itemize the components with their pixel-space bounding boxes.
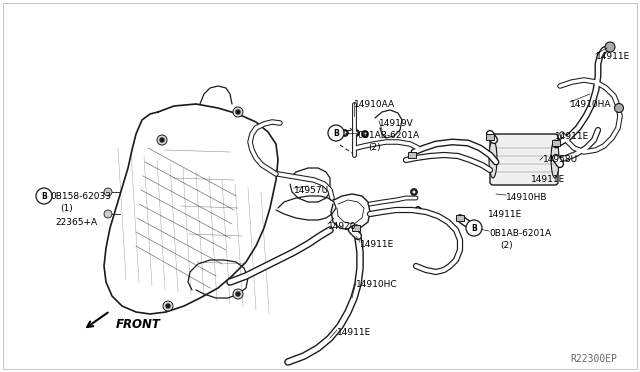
Circle shape bbox=[36, 188, 52, 204]
Text: 14910HB: 14910HB bbox=[506, 193, 547, 202]
Text: (1): (1) bbox=[60, 204, 73, 213]
Bar bbox=[486, 134, 494, 140]
Circle shape bbox=[159, 138, 164, 142]
Bar bbox=[456, 215, 464, 221]
Text: B: B bbox=[333, 129, 339, 138]
Circle shape bbox=[104, 188, 112, 196]
Text: 14910HC: 14910HC bbox=[356, 280, 397, 289]
Circle shape bbox=[353, 129, 360, 137]
Circle shape bbox=[605, 42, 615, 52]
Text: 14920: 14920 bbox=[328, 222, 356, 231]
Circle shape bbox=[466, 220, 482, 236]
Text: 14958U: 14958U bbox=[543, 155, 578, 164]
Circle shape bbox=[355, 131, 358, 135]
Circle shape bbox=[328, 125, 344, 141]
Circle shape bbox=[163, 301, 173, 311]
Text: 14911E: 14911E bbox=[596, 52, 630, 61]
Circle shape bbox=[342, 129, 349, 137]
Text: (2): (2) bbox=[368, 143, 381, 152]
Circle shape bbox=[614, 103, 623, 112]
Text: FRONT: FRONT bbox=[116, 318, 161, 331]
Text: 0B158-62033: 0B158-62033 bbox=[50, 192, 111, 201]
Text: 14910HA: 14910HA bbox=[570, 100, 611, 109]
Text: 14911E: 14911E bbox=[360, 240, 394, 249]
Text: 14911E: 14911E bbox=[531, 175, 565, 184]
Bar bbox=[408, 152, 416, 158]
Circle shape bbox=[166, 304, 170, 308]
Text: 14911E: 14911E bbox=[555, 132, 589, 141]
Circle shape bbox=[413, 190, 415, 193]
Circle shape bbox=[236, 109, 241, 115]
Circle shape bbox=[362, 131, 369, 138]
Circle shape bbox=[415, 206, 422, 214]
Circle shape bbox=[344, 131, 346, 135]
Text: (2): (2) bbox=[500, 241, 513, 250]
Text: 14957U: 14957U bbox=[294, 186, 329, 195]
Circle shape bbox=[458, 217, 461, 219]
Ellipse shape bbox=[551, 140, 559, 178]
Circle shape bbox=[456, 215, 463, 221]
Text: 14910AA: 14910AA bbox=[354, 100, 395, 109]
Circle shape bbox=[410, 189, 417, 196]
Circle shape bbox=[417, 208, 419, 212]
Circle shape bbox=[104, 210, 112, 218]
Text: 14911E: 14911E bbox=[337, 328, 371, 337]
Text: 0B1AB-6201A: 0B1AB-6201A bbox=[357, 131, 419, 140]
Text: B: B bbox=[41, 192, 47, 201]
Text: 14919V: 14919V bbox=[379, 119, 413, 128]
Circle shape bbox=[157, 135, 167, 145]
Bar bbox=[352, 225, 360, 231]
Circle shape bbox=[233, 289, 243, 299]
Text: B: B bbox=[471, 224, 477, 233]
Bar bbox=[552, 140, 560, 146]
Text: R22300EP: R22300EP bbox=[570, 354, 617, 364]
Circle shape bbox=[236, 292, 241, 296]
Circle shape bbox=[364, 132, 367, 135]
Text: 14911E: 14911E bbox=[488, 210, 522, 219]
Text: 0B1AB-6201A: 0B1AB-6201A bbox=[489, 229, 551, 238]
Text: 22365+A: 22365+A bbox=[55, 218, 97, 227]
Circle shape bbox=[233, 107, 243, 117]
FancyBboxPatch shape bbox=[490, 134, 558, 185]
Ellipse shape bbox=[489, 140, 497, 178]
